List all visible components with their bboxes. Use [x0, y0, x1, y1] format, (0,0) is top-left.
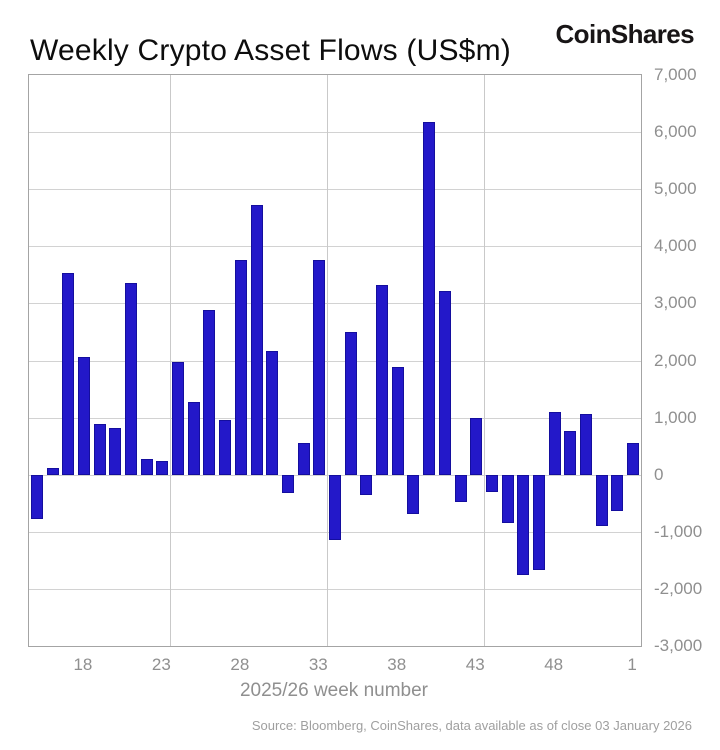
bar-week-19 [93, 423, 106, 475]
bar-week-30 [266, 351, 279, 475]
gridline-y-1000 [29, 417, 641, 419]
y-tick-label--1,000: -1,000 [654, 521, 703, 541]
y-tick-label-6,000: 6,000 [654, 122, 697, 142]
bar-week-28 [234, 260, 247, 475]
bar-week-23 [156, 460, 169, 475]
bar-week-52 [611, 474, 624, 512]
gridline-x-after-week-23 [170, 75, 172, 646]
y-tick-label-1,000: 1,000 [654, 407, 697, 427]
gridline-y-4000 [29, 246, 641, 248]
bar-week-41 [438, 290, 451, 475]
y-tick-label--2,000: -2,000 [654, 578, 703, 598]
bar-week-17 [62, 272, 75, 475]
bar-week-48 [548, 412, 561, 475]
x-tick-label-week-33: 33 [308, 655, 328, 674]
bar-week-33 [313, 260, 326, 475]
bar-week-16 [46, 467, 59, 475]
gridline-y-6000 [29, 132, 641, 134]
bar-chart-plot-area [28, 74, 642, 647]
bar-week-34 [329, 474, 341, 540]
x-tick-label-week-1: 1 [627, 655, 637, 674]
bar-week-26 [203, 310, 216, 475]
bar-week-39 [407, 474, 420, 515]
gridline-y-5000 [29, 189, 641, 191]
bar-week-43 [470, 418, 483, 475]
bar-week-18 [77, 357, 90, 475]
bar-week-24 [172, 362, 185, 475]
bar-week-25 [187, 402, 200, 475]
bar-week-32 [297, 443, 310, 475]
x-axis-title: 2025/26 week number [239, 680, 428, 701]
x-tick-label-week-23: 23 [151, 655, 171, 674]
x-tick-label-week-43: 43 [465, 655, 485, 674]
bar-week-50 [580, 414, 593, 475]
x-tick-label-week-18: 18 [73, 655, 93, 674]
gridline-y-2000 [29, 360, 641, 362]
bar-week-20 [109, 427, 122, 475]
gridline-y-3000 [29, 303, 641, 305]
bar-week-51 [595, 474, 608, 527]
bar-week-45 [501, 474, 514, 523]
bar-week-38 [391, 366, 404, 475]
y-tick-label-3,000: 3,000 [654, 293, 697, 313]
y-tick-label-4,000: 4,000 [654, 236, 697, 256]
gridline-x-after-week-33 [327, 75, 329, 646]
bar-week-15 [30, 474, 43, 520]
x-tick-label-week-38: 38 [387, 655, 407, 674]
y-tick-label--3,000: -3,000 [654, 636, 703, 655]
page-title: Weekly Crypto Asset Flows (US$m) [30, 34, 511, 68]
y-tick-label-7,000: 7,000 [654, 65, 697, 84]
bar-week-1 [627, 442, 640, 475]
gridline-y--2000 [29, 588, 641, 590]
bar-week-27 [219, 420, 232, 475]
x-tick-label-week-28: 28 [230, 655, 250, 674]
bar-week-35 [344, 331, 357, 475]
bar-week-47 [533, 474, 545, 571]
bar-week-44 [485, 474, 498, 493]
bar-week-46 [517, 474, 530, 575]
bar-week-22 [140, 458, 153, 475]
y-tick-label-0: 0 [654, 464, 664, 484]
coinshares-logo: CoinShares [555, 19, 695, 49]
x-tick-label-week-48: 48 [544, 655, 564, 674]
gridline-x-after-week-43 [484, 75, 486, 646]
y-tick-label-5,000: 5,000 [654, 179, 697, 199]
bar-week-21 [125, 283, 137, 475]
bar-week-29 [250, 204, 263, 475]
bar-week-40 [423, 121, 436, 475]
bar-week-31 [281, 474, 294, 493]
bar-week-36 [360, 474, 373, 495]
source-note: Source: Bloomberg, CoinShares, data avai… [251, 718, 692, 733]
bar-week-49 [564, 431, 577, 475]
bar-week-37 [376, 285, 389, 475]
y-tick-label-2,000: 2,000 [654, 350, 697, 370]
bar-week-42 [454, 474, 467, 503]
